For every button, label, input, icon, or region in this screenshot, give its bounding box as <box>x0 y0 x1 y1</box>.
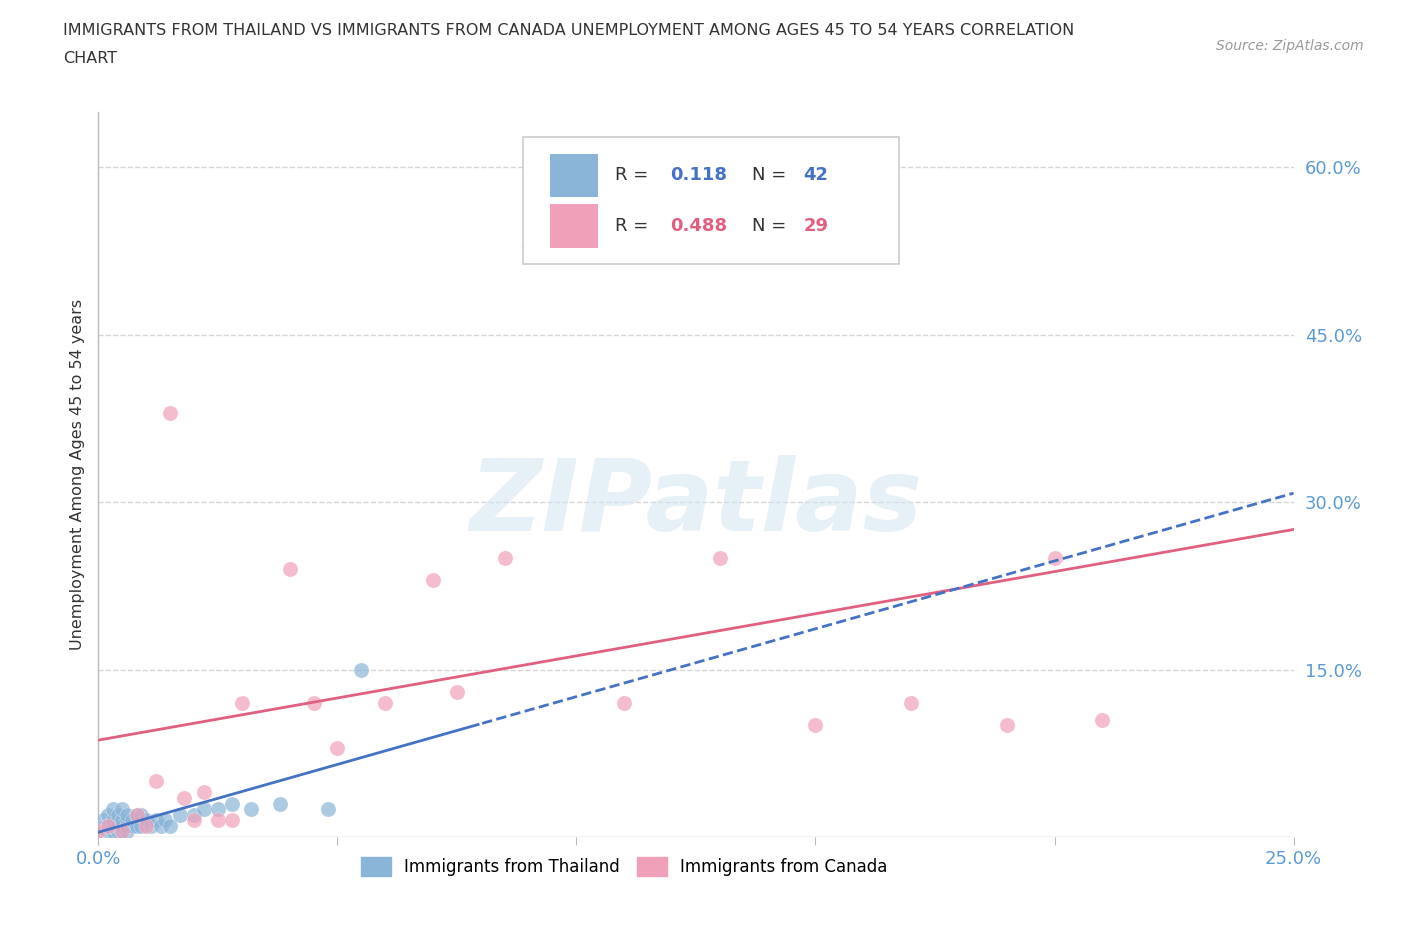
Point <box>131 807 153 822</box>
Point <box>159 818 181 833</box>
Point <box>121 813 143 828</box>
Point <box>221 813 243 828</box>
Text: Source: ZipAtlas.com: Source: ZipAtlas.com <box>1216 39 1364 53</box>
Point <box>97 818 120 833</box>
Point <box>231 696 253 711</box>
Point <box>101 818 124 833</box>
Point <box>183 813 205 828</box>
Point <box>115 813 138 828</box>
Point <box>1091 712 1114 727</box>
Point <box>302 696 325 711</box>
Text: CHART: CHART <box>63 51 117 66</box>
Point <box>316 802 339 817</box>
Point <box>115 807 138 822</box>
Point <box>115 818 138 833</box>
Point <box>169 807 191 822</box>
Text: IMMIGRANTS FROM THAILAND VS IMMIGRANTS FROM CANADA UNEMPLOYMENT AMONG AGES 45 TO: IMMIGRANTS FROM THAILAND VS IMMIGRANTS F… <box>63 23 1074 38</box>
Point <box>278 562 301 577</box>
Point <box>173 790 195 805</box>
Point <box>183 807 205 822</box>
Point <box>193 785 215 800</box>
Point <box>494 551 516 565</box>
FancyBboxPatch shape <box>550 205 598 248</box>
Point <box>446 684 468 699</box>
Point <box>145 774 167 789</box>
Point <box>107 824 129 839</box>
Point <box>900 696 922 711</box>
Point <box>207 802 229 817</box>
Point <box>125 818 148 833</box>
Point <box>97 807 120 822</box>
Point <box>1043 551 1066 565</box>
Point <box>613 696 636 711</box>
Text: 0.488: 0.488 <box>669 218 727 235</box>
Legend: Immigrants from Thailand, Immigrants from Canada: Immigrants from Thailand, Immigrants fro… <box>354 851 894 884</box>
Point <box>995 718 1018 733</box>
Y-axis label: Unemployment Among Ages 45 to 54 years: Unemployment Among Ages 45 to 54 years <box>69 299 84 650</box>
Point <box>240 802 263 817</box>
Point <box>155 813 177 828</box>
Point <box>131 818 153 833</box>
Point <box>125 807 148 822</box>
Text: R =: R = <box>614 218 654 235</box>
Point <box>193 802 215 817</box>
Point <box>326 740 349 755</box>
Point <box>91 820 114 835</box>
Point <box>101 813 124 828</box>
Point <box>709 551 731 565</box>
Point <box>517 238 540 253</box>
Text: N =: N = <box>752 166 792 184</box>
Point <box>121 818 143 833</box>
Point <box>97 824 120 839</box>
Point <box>111 802 134 817</box>
Point <box>87 824 110 839</box>
FancyBboxPatch shape <box>550 153 598 197</box>
Point <box>101 824 124 839</box>
Point <box>135 818 157 833</box>
Text: 29: 29 <box>804 218 828 235</box>
FancyBboxPatch shape <box>523 137 900 264</box>
Point <box>139 818 162 833</box>
Point <box>111 818 134 833</box>
Text: ZIPatlas: ZIPatlas <box>470 455 922 551</box>
Point <box>87 824 110 839</box>
Point <box>115 824 138 839</box>
Text: 0.118: 0.118 <box>669 166 727 184</box>
Point <box>149 818 172 833</box>
Point <box>422 573 444 588</box>
Point <box>111 824 134 839</box>
Point <box>135 813 157 828</box>
Point <box>269 796 291 811</box>
Point <box>804 718 827 733</box>
Point <box>91 813 114 828</box>
Point <box>107 818 129 833</box>
Point <box>111 824 134 839</box>
Point <box>145 813 167 828</box>
Point <box>159 405 181 420</box>
Point <box>125 807 148 822</box>
Point <box>101 802 124 817</box>
Point <box>374 696 396 711</box>
Point <box>350 662 373 677</box>
Point <box>221 796 243 811</box>
Text: N =: N = <box>752 218 792 235</box>
Point <box>97 818 120 833</box>
Point <box>565 227 588 242</box>
Text: R =: R = <box>614 166 654 184</box>
Text: 42: 42 <box>804 166 828 184</box>
Point <box>111 813 134 828</box>
Point <box>207 813 229 828</box>
Point <box>107 807 129 822</box>
